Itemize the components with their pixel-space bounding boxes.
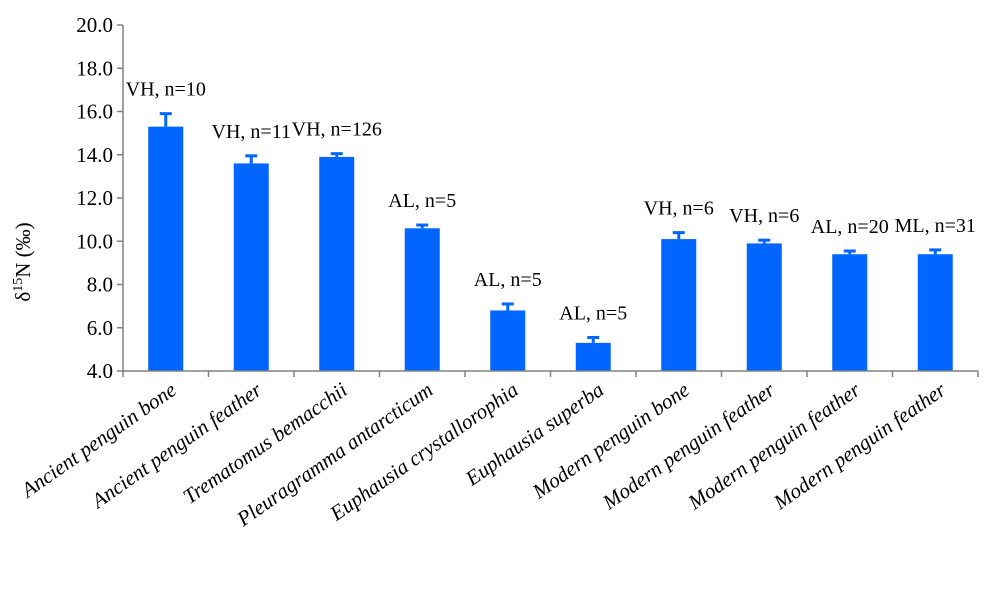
- y-tick-label: 14.0: [76, 143, 113, 167]
- data-label: AL, n=20: [811, 216, 889, 238]
- error-bars-layer: [159, 112, 942, 343]
- data-label: VH, n=6: [729, 205, 799, 227]
- data-label: VH, n=126: [292, 119, 382, 141]
- bar: [148, 126, 184, 371]
- bar: [490, 310, 526, 371]
- bar: [917, 254, 953, 371]
- y-tick-label: 12.0: [76, 186, 113, 210]
- y-tick-label: 16.0: [76, 100, 113, 124]
- y-axis-title-superscript: 15: [11, 278, 26, 292]
- bar: [233, 163, 269, 371]
- bar: [404, 228, 440, 371]
- y-tick-label: 18.0: [76, 56, 113, 80]
- bar: [832, 254, 868, 371]
- y-axis-title: δ15N (‰): [11, 222, 35, 301]
- y-ticks-layer: 4.0 6.0 8.0 10.0 12.0 14.0 16.0 18.0 20.0: [76, 13, 123, 383]
- y-axis-title-prefix: δ: [11, 292, 35, 302]
- y-tick-label: 6.0: [87, 316, 113, 340]
- data-label: VH, n=6: [644, 198, 714, 220]
- data-label: AL, n=5: [559, 302, 627, 324]
- y-tick-label: 20.0: [76, 13, 113, 37]
- data-label: AL, n=5: [388, 190, 456, 212]
- data-label: AL, n=5: [474, 269, 542, 291]
- data-label: ML, n=31: [895, 215, 976, 237]
- bar: [575, 342, 611, 371]
- bar: [319, 156, 355, 371]
- data-label: VH, n=10: [126, 79, 206, 101]
- data-labels-layer: VH, n=10 VH, n=11 VH, n=126 AL, n=5 AL, n=5 A…: [126, 79, 976, 325]
- bar: [661, 239, 697, 371]
- y-tick-label: 4.0: [87, 359, 113, 383]
- y-axis-title-suffix: N (‰): [11, 222, 35, 277]
- bars-layer: [148, 126, 953, 371]
- y-tick-label: 8.0: [87, 273, 113, 297]
- x-tick-label: Euphausia superba: [460, 377, 608, 491]
- y-tick-label: 10.0: [76, 229, 113, 253]
- data-label: VH, n=11: [212, 121, 291, 143]
- bar: [746, 243, 782, 371]
